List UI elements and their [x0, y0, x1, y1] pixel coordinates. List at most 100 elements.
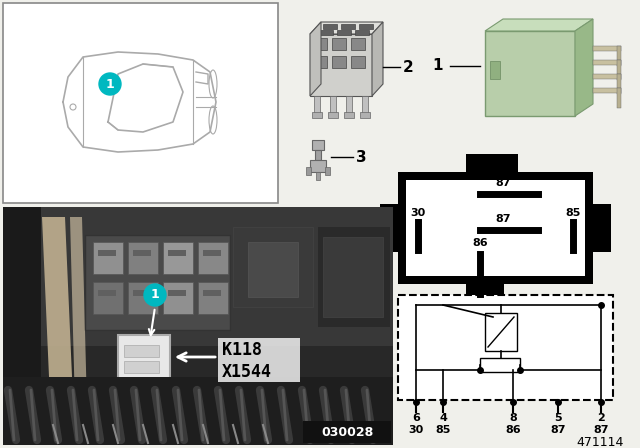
Bar — [328, 112, 338, 118]
Text: 8: 8 — [509, 413, 517, 423]
Bar — [466, 284, 504, 302]
Bar — [303, 421, 391, 443]
Bar — [312, 140, 324, 150]
Polygon shape — [355, 30, 369, 35]
Bar — [346, 96, 352, 114]
Polygon shape — [359, 24, 373, 29]
Bar — [198, 242, 228, 274]
Bar — [198, 282, 228, 314]
Circle shape — [99, 73, 121, 95]
Bar — [218, 338, 300, 382]
Bar — [330, 96, 336, 114]
Text: 86: 86 — [472, 238, 488, 248]
Bar — [617, 60, 621, 80]
Bar — [310, 160, 326, 172]
Bar — [332, 56, 346, 68]
Bar — [398, 172, 593, 180]
Bar — [466, 154, 518, 172]
Polygon shape — [310, 22, 383, 34]
Bar — [3, 377, 393, 445]
Bar — [248, 242, 298, 297]
Bar — [360, 112, 370, 118]
Text: 86: 86 — [505, 425, 521, 435]
Bar — [315, 150, 321, 160]
Polygon shape — [323, 24, 337, 29]
Bar — [398, 172, 593, 284]
Bar — [85, 235, 230, 330]
Polygon shape — [485, 19, 593, 31]
Bar — [593, 60, 621, 65]
Bar — [617, 74, 621, 94]
Bar — [398, 276, 593, 284]
Text: 87: 87 — [593, 425, 609, 435]
Bar — [203, 290, 221, 296]
Text: 2: 2 — [597, 413, 605, 423]
Polygon shape — [319, 30, 333, 35]
Bar — [585, 172, 593, 284]
Text: 5: 5 — [554, 413, 562, 423]
Bar — [325, 167, 330, 175]
Text: X1544: X1544 — [222, 363, 272, 381]
Bar — [163, 282, 193, 314]
Bar — [480, 358, 520, 372]
Circle shape — [144, 284, 166, 306]
Bar — [233, 227, 313, 307]
Bar — [313, 38, 327, 50]
Bar — [314, 96, 320, 114]
Bar — [593, 204, 611, 252]
Bar — [168, 290, 186, 296]
Bar — [93, 242, 123, 274]
Text: 30: 30 — [408, 425, 424, 435]
Bar — [3, 207, 41, 445]
Bar — [203, 250, 221, 256]
Text: 1: 1 — [433, 59, 444, 73]
Bar — [124, 361, 159, 373]
Polygon shape — [575, 19, 593, 116]
Text: 87: 87 — [495, 214, 511, 224]
Bar — [490, 61, 500, 79]
Bar — [306, 167, 311, 175]
Bar — [485, 31, 575, 116]
Text: 1: 1 — [150, 289, 159, 302]
Bar — [98, 290, 116, 296]
Polygon shape — [372, 22, 383, 96]
Bar — [593, 88, 621, 93]
Text: 87: 87 — [550, 425, 566, 435]
Bar — [316, 172, 320, 180]
Bar — [128, 242, 158, 274]
Text: 471114: 471114 — [576, 435, 624, 448]
Bar — [332, 38, 346, 50]
Bar — [351, 56, 365, 68]
Text: 030028: 030028 — [321, 426, 373, 439]
Polygon shape — [310, 22, 321, 96]
Bar — [398, 172, 406, 284]
Text: 85: 85 — [565, 208, 580, 218]
Bar — [93, 282, 123, 314]
Polygon shape — [341, 24, 355, 29]
Bar — [593, 46, 621, 51]
Bar — [362, 96, 368, 114]
Bar — [323, 237, 383, 317]
Bar — [351, 38, 365, 50]
Text: K118: K118 — [222, 341, 262, 359]
Bar — [3, 3, 278, 203]
Bar — [3, 207, 393, 346]
Bar — [318, 227, 390, 327]
Bar — [593, 74, 621, 79]
Bar — [617, 88, 621, 108]
Polygon shape — [337, 30, 351, 35]
Text: 2: 2 — [403, 60, 413, 74]
Bar — [380, 204, 398, 252]
Bar — [617, 46, 621, 66]
Bar — [98, 250, 116, 256]
Bar — [163, 242, 193, 274]
Bar — [313, 56, 327, 68]
Text: 4: 4 — [439, 413, 447, 423]
Bar — [133, 290, 151, 296]
Bar — [312, 112, 322, 118]
Text: 30: 30 — [410, 208, 426, 218]
Text: 87: 87 — [495, 178, 511, 188]
Text: 85: 85 — [435, 425, 451, 435]
Bar — [133, 250, 151, 256]
Bar — [430, 8, 625, 158]
